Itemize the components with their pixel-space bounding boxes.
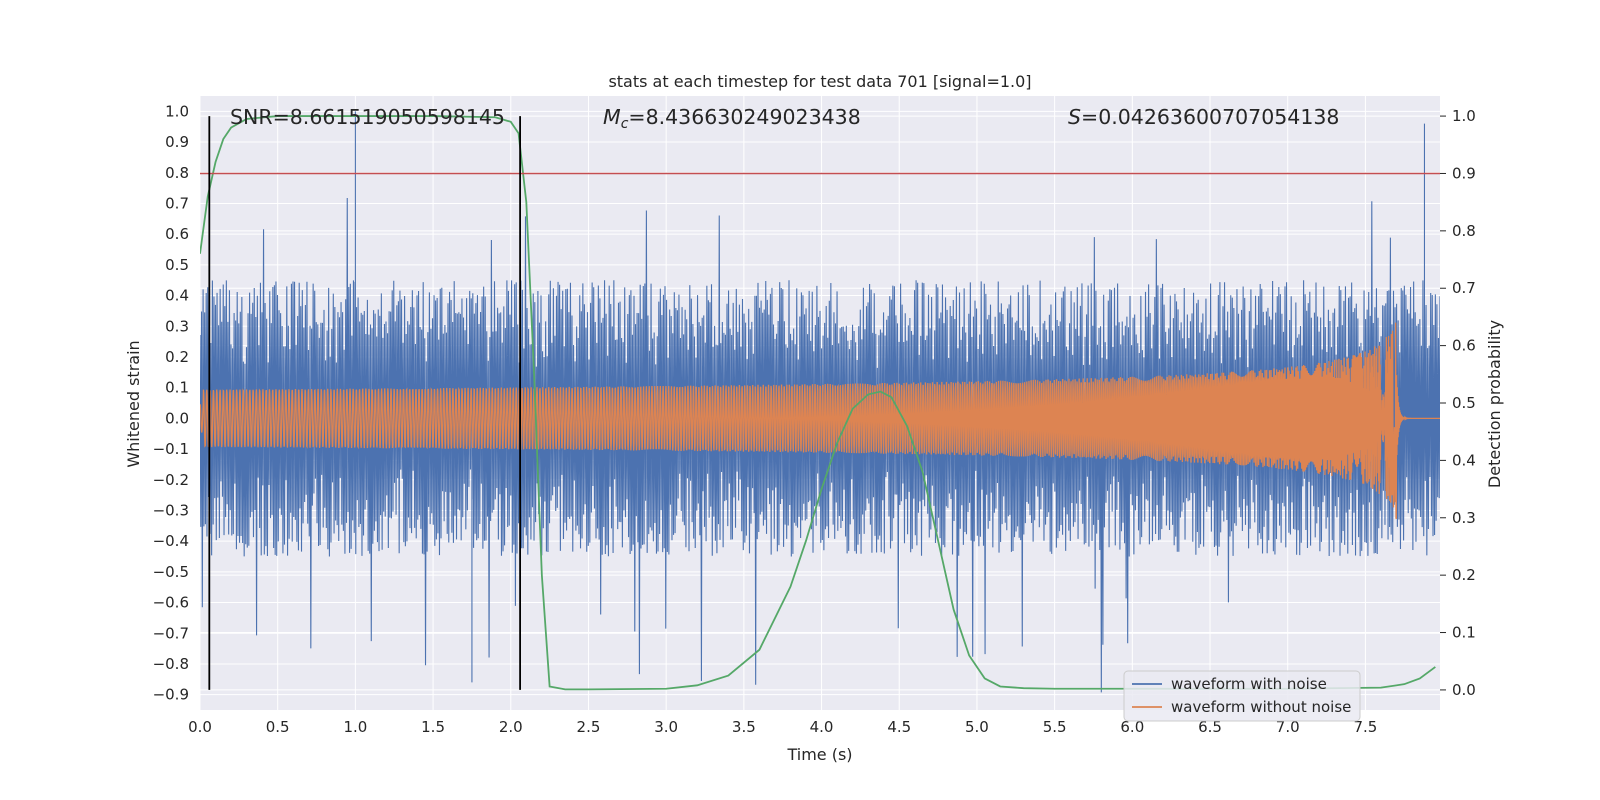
y-left-tick-label: −0.5	[153, 563, 189, 581]
legend-box	[1123, 670, 1361, 722]
x-tick-label: 7.0	[1276, 718, 1300, 736]
y-right-tick-label: 0.3	[1452, 509, 1476, 527]
axes: 0.0 0.5 1.0 1.5 2.0 2.5 3.0 3.5 4.0 4.5 5.0 5.5 6.0 6…	[153, 102, 1476, 736]
x-tick-label: 3.5	[732, 718, 756, 736]
y-left-tick-label: −0.8	[153, 655, 189, 673]
x-tick-label: 6.0	[1120, 718, 1144, 736]
y-left-tick-label: −0.6	[153, 594, 189, 612]
legend: waveform with noise waveform without noi…	[1123, 670, 1361, 722]
x-tick-label: 7.5	[1353, 718, 1377, 736]
y-left-tick-label: −0.7	[153, 624, 189, 642]
y-left-tick-label: 1.0	[165, 102, 189, 120]
y-axis-label-right: Detection probability	[1485, 320, 1504, 488]
y-left-tick-label: 0.8	[165, 164, 189, 182]
y-left-tick-label: 0.2	[165, 348, 189, 366]
y-left-tick-label: 0.1	[165, 379, 189, 397]
y-right-tick-label: 1.0	[1452, 107, 1476, 125]
stat-chirp-mass-value: =8.436630249023438	[628, 105, 860, 129]
series-waveform-with-noise	[200, 111, 1440, 693]
y-left-tick-label: 0.5	[165, 256, 189, 274]
stat-s-symbol: S	[1068, 105, 1081, 129]
x-tick-label: 5.5	[1043, 718, 1067, 736]
y-right-tick-label: 0.1	[1452, 624, 1476, 642]
y-left-tick-label: 0.6	[165, 225, 189, 243]
legend-label-clean: waveform without noise	[1171, 698, 1351, 716]
y-right-tick-label: 0.9	[1452, 164, 1476, 182]
chart-title: stats at each timestep for test data 701…	[608, 72, 1031, 91]
x-tick-label: 0.5	[266, 718, 290, 736]
x-tick-label: 1.5	[421, 718, 445, 736]
series-detection-probability	[200, 115, 1436, 691]
stat-chirp-mass-symbol: M	[603, 105, 621, 129]
y-right-tick-label: 0.5	[1452, 394, 1476, 412]
y-left-tick-label: 0.0	[165, 409, 189, 427]
stat-chirp-mass-subscript: c	[621, 116, 629, 132]
y-right-tick-label: 0.7	[1452, 279, 1476, 297]
stat-s: S=0.04263600707054138	[1068, 105, 1339, 129]
y-left-tick-label: −0.4	[153, 532, 189, 550]
x-tick-label: 0.0	[188, 718, 212, 736]
y-left-tick-label: −0.2	[153, 471, 189, 489]
y-right-tick-label: 0.0	[1452, 681, 1476, 699]
legend-label-noise: waveform with noise	[1171, 675, 1327, 693]
y-left-tick-label: −0.1	[153, 440, 189, 458]
y-right-tick-label: 0.8	[1452, 222, 1476, 240]
stat-s-value: =0.04263600707054138	[1081, 105, 1339, 129]
y-axis-label-left: Whitened strain	[124, 340, 143, 467]
y-left-tick-label: −0.3	[153, 501, 189, 519]
x-tick-label: 1.0	[343, 718, 367, 736]
y-left-tick-label: 0.3	[165, 317, 189, 335]
stat-chirp-mass: Mc=8.436630249023438	[603, 105, 861, 132]
y-right-tick-label: 0.2	[1452, 566, 1476, 584]
y-left-tick-label: 0.7	[165, 194, 189, 212]
y-right-tick-label: 0.6	[1452, 337, 1476, 355]
x-tick-label: 4.0	[810, 718, 834, 736]
x-axis-label: Time (s)	[786, 745, 852, 764]
x-tick-label: 3.0	[654, 718, 678, 736]
x-tick-label: 2.5	[577, 718, 601, 736]
x-tick-label: 5.0	[965, 718, 989, 736]
y-left-tick-label: 0.9	[165, 133, 189, 151]
x-tick-label: 2.0	[499, 718, 523, 736]
x-tick-label: 6.5	[1198, 718, 1222, 736]
y-right-tick-label: 0.4	[1452, 451, 1476, 469]
x-tick-label: 4.5	[887, 718, 911, 736]
y-left-tick-label: 0.4	[165, 287, 189, 305]
y-left-tick-label: −0.9	[153, 686, 189, 704]
series-waveform-without-noise	[200, 322, 1440, 520]
plot-marks	[200, 111, 1440, 693]
stat-snr: SNR=8.661519050598145	[230, 105, 505, 129]
